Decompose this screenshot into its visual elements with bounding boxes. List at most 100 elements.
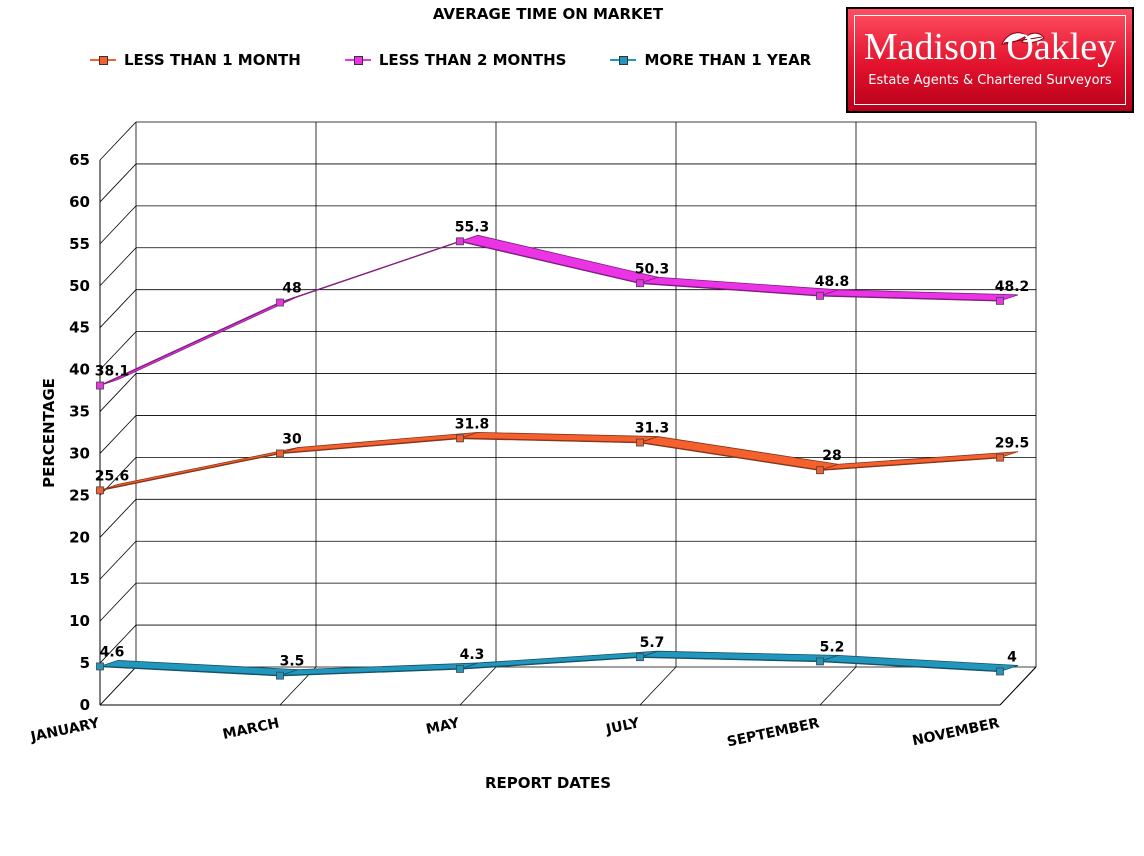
gridline-side	[99, 205, 137, 245]
chart-grid	[99, 121, 1037, 706]
gridline-floor	[459, 666, 497, 706]
data-label: 38.1	[95, 364, 130, 380]
data-labels: 25.6 30 31.8 31.3 28 29.5 38.1 48 55.3 50.3 48.8 48…	[95, 219, 1030, 669]
data-label: 4.6	[100, 644, 125, 660]
chart-title: AVERAGE TIME ON MARKET	[432, 5, 664, 23]
x-axis-ticks: JANUARY MARCH MAY JULY SEPTEMBER NOVEMBER	[28, 715, 1001, 750]
x-tick-label: MARCH	[221, 715, 281, 743]
data-point-marker	[276, 298, 284, 307]
data-label: 28	[822, 448, 841, 464]
legend-item-less-than-2-months: LESS THAN 2 MONTHS	[344, 49, 567, 71]
data-point-marker	[816, 466, 824, 475]
data-label: 48	[282, 281, 301, 297]
gridline-side	[99, 121, 137, 161]
legend-swatch-less-than-1-month	[90, 54, 116, 66]
y-tick-label: 30	[69, 444, 90, 462]
y-tick-label: 20	[69, 528, 90, 546]
data-label: 48.2	[995, 279, 1030, 295]
x-tick-label: MAY	[425, 715, 462, 738]
data-point-marker	[96, 381, 104, 390]
y-tick-label: 40	[69, 361, 90, 379]
y-tick-label: 55	[69, 235, 90, 253]
y-tick-label: 15	[69, 570, 90, 588]
data-label: 55.3	[455, 219, 490, 235]
y-tick-label: 0	[80, 696, 90, 714]
data-point-marker	[636, 438, 644, 447]
x-tick-label: NOVEMBER	[911, 715, 1001, 749]
data-label: 50.3	[635, 261, 670, 277]
series-ribbon-segment	[639, 436, 839, 471]
logo-tagline: Estate Agents & Chartered Surveyors	[868, 73, 1112, 88]
leaf-icon	[1001, 32, 1045, 45]
gridline-side	[99, 540, 137, 580]
y-axis-title: PERCENTAGE	[40, 378, 58, 488]
series-line	[99, 437, 1001, 492]
chart-series	[96, 234, 1019, 680]
chart-legend: LESS THAN 1 MONTH LESS THAN 2 MONTHS MOR…	[90, 49, 811, 71]
x-axis-title: REPORT DATES	[485, 774, 611, 792]
data-point-marker	[96, 662, 104, 671]
gridline-side	[99, 331, 137, 370]
data-label: 4.3	[460, 647, 485, 663]
data-point-marker	[456, 665, 464, 673]
data-point-marker	[996, 296, 1004, 305]
logo-border	[854, 15, 1126, 105]
gridline-side	[99, 247, 137, 287]
data-point-marker	[276, 671, 284, 680]
floor-edge	[999, 666, 1037, 706]
y-tick-label: 60	[69, 193, 90, 211]
x-tick-label: JULY	[604, 715, 642, 738]
data-label: 30	[282, 431, 302, 447]
legend-item-more-than-1-year: MORE THAN 1 YEAR	[610, 49, 811, 71]
y-tick-label: 35	[69, 403, 90, 421]
legend-label-less-than-2-months: LESS THAN 2 MONTHS	[378, 51, 567, 69]
gridline-side	[99, 582, 137, 622]
legend-label-less-than-1-month: LESS THAN 1 MONTH	[124, 51, 301, 69]
data-point-marker	[456, 237, 464, 246]
data-label: 3.5	[280, 654, 305, 670]
data-label: 29.5	[995, 436, 1030, 452]
y-tick-label: 25	[69, 486, 90, 504]
gridline-floor	[819, 666, 857, 706]
legend-swatch-more-than-1-year	[610, 54, 637, 66]
logo-name: Madison Oakley	[863, 26, 1117, 68]
y-tick-label: 50	[69, 277, 90, 295]
y-axis-ticks: 0 5 10 15 20 25 30 35 40 45 50 55 60 65	[69, 151, 90, 714]
y-tick-label: 65	[69, 151, 90, 169]
x-tick-label: JANUARY	[28, 715, 101, 746]
gridline-side	[99, 289, 137, 328]
data-label: 4	[1007, 649, 1017, 665]
data-point-marker	[276, 449, 284, 458]
gridline-floor	[99, 666, 137, 706]
series-ribbon-segment	[639, 276, 839, 297]
y-tick-label: 10	[69, 612, 90, 630]
gridline-floor	[639, 666, 677, 706]
series-line	[99, 240, 1001, 387]
data-point-marker	[996, 667, 1004, 676]
series-ribbon-segment	[819, 451, 1019, 471]
data-label: 25.6	[95, 468, 130, 484]
series-ribbon-segment	[459, 650, 659, 670]
gridline-side	[99, 415, 137, 454]
gridline-side	[99, 373, 137, 412]
legend-item-less-than-1-month: LESS THAN 1 MONTH	[90, 49, 301, 71]
data-label: 31.8	[455, 416, 490, 432]
data-label: 5.2	[820, 639, 845, 655]
data-point-marker	[816, 657, 824, 666]
legend-swatch-less-than-2-months	[344, 54, 371, 66]
legend-label-more-than-1-year: MORE THAN 1 YEAR	[644, 51, 812, 69]
data-point-marker	[456, 434, 464, 443]
series-line	[99, 656, 1001, 677]
x-tick-label: SEPTEMBER	[726, 715, 821, 750]
data-point-marker	[96, 486, 104, 495]
y-tick-label: 5	[80, 654, 90, 672]
data-point-marker	[996, 453, 1004, 462]
data-point-marker	[636, 653, 644, 662]
series-ribbon-segment	[458, 234, 660, 284]
data-label: 31.3	[635, 421, 670, 437]
gridline-side	[99, 163, 137, 203]
data-label: 48.8	[815, 274, 850, 290]
data-label: 5.7	[640, 635, 665, 651]
company-logo: Madison Oakley Estate Agents & Chartered…	[846, 7, 1134, 113]
